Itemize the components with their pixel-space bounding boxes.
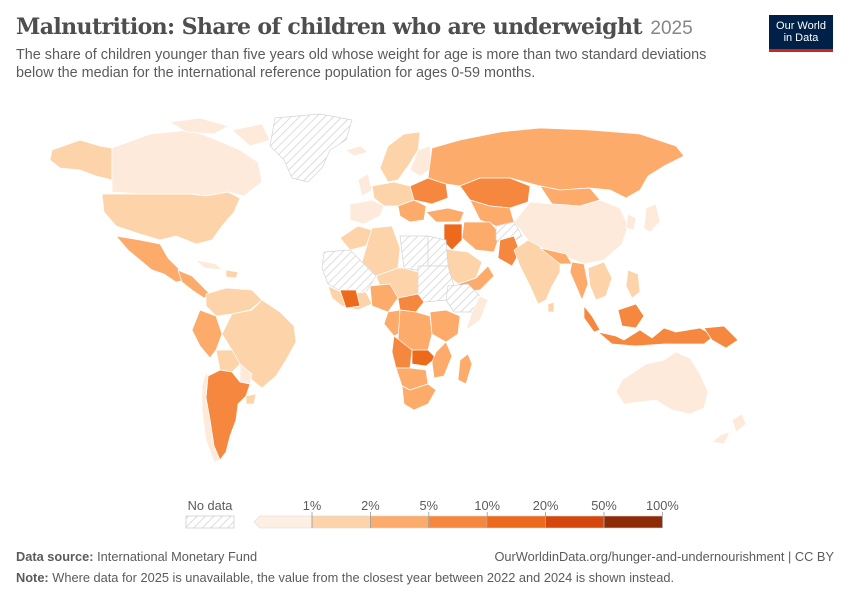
region-ecuador-peru[interactable] bbox=[191, 309, 223, 359]
region-iran[interactable] bbox=[461, 221, 501, 253]
legend-tick-label: 50% bbox=[591, 498, 617, 513]
legend-bin-4[interactable] bbox=[486, 515, 546, 529]
owid-logo[interactable]: Our World in Data bbox=[769, 15, 833, 52]
legend-tick-label: 20% bbox=[533, 498, 559, 513]
region-canada-islands[interactable] bbox=[169, 117, 271, 147]
legend-tick-label: 2% bbox=[361, 498, 380, 513]
region-somalia[interactable] bbox=[465, 295, 489, 331]
region-colombia-venezuela[interactable] bbox=[205, 287, 263, 317]
legend-bin-5[interactable] bbox=[545, 515, 605, 529]
region-cuba[interactable] bbox=[195, 259, 223, 271]
legend-bin-3[interactable] bbox=[428, 515, 488, 529]
legend-bin-0[interactable] bbox=[253, 515, 313, 529]
legend-no-data-swatch bbox=[185, 515, 235, 529]
region-scandinavia[interactable] bbox=[379, 131, 421, 183]
region-bolivia[interactable] bbox=[215, 349, 241, 373]
note-label: Note: bbox=[16, 570, 49, 585]
region-korea-japan[interactable] bbox=[625, 203, 661, 233]
legend-tick-label: 100% bbox=[646, 498, 679, 513]
legend-tick-label: 1% bbox=[303, 498, 322, 513]
region-mozambique[interactable] bbox=[431, 341, 453, 379]
region-mexico[interactable] bbox=[115, 235, 187, 283]
note-value: Where data for 2025 is unavailable, the … bbox=[52, 570, 675, 585]
legend-tick-label: 10% bbox=[474, 498, 500, 513]
region-philippines[interactable] bbox=[625, 269, 641, 299]
region-nigeria[interactable] bbox=[369, 283, 399, 313]
footer-source: Data source: International Monetary Fund bbox=[16, 548, 257, 566]
legend-bin-2[interactable] bbox=[370, 515, 430, 529]
region-greenland[interactable] bbox=[269, 113, 353, 183]
region-egypt[interactable] bbox=[427, 235, 449, 267]
region-iceland[interactable] bbox=[345, 145, 369, 157]
region-papua[interactable] bbox=[703, 325, 739, 349]
chart-subtitle: The share of children younger than five … bbox=[16, 47, 707, 81]
chart-title: Malnutrition: Share of children who are … bbox=[16, 14, 643, 40]
legend-bin-1[interactable] bbox=[311, 515, 371, 529]
legend-tick-label: 5% bbox=[420, 498, 439, 513]
source-label: Data source: bbox=[16, 549, 94, 564]
region-alaska[interactable] bbox=[49, 139, 113, 181]
source-value[interactable]: International Monetary Fund bbox=[97, 549, 258, 564]
map-legend: No data 1% 2% 5% 10% 20% 50% 100% bbox=[0, 492, 850, 536]
region-myanmar[interactable] bbox=[569, 261, 589, 301]
region-iraq-syria[interactable] bbox=[443, 223, 463, 251]
region-uk[interactable] bbox=[357, 173, 373, 197]
region-chile[interactable] bbox=[201, 371, 221, 463]
legend-svg: No data 1% 2% 5% 10% 20% 50% 100% bbox=[185, 498, 679, 529]
region-central-africa-rep[interactable] bbox=[397, 293, 425, 313]
chart-year: 2025 bbox=[650, 18, 693, 39]
region-turkey[interactable] bbox=[425, 207, 465, 223]
region-uruguay[interactable] bbox=[245, 393, 257, 405]
region-south-africa[interactable] bbox=[401, 383, 437, 411]
legend-scale: 1% 2% 5% 10% 20% 50% 100% bbox=[253, 498, 679, 529]
region-borneo[interactable] bbox=[617, 303, 645, 329]
chart-footer: Data source: International Monetary Fund… bbox=[16, 548, 834, 587]
footer-source-row: Data source: International Monetary Fund… bbox=[16, 548, 834, 566]
region-australia[interactable] bbox=[615, 351, 709, 415]
region-kazakhstan[interactable] bbox=[459, 177, 531, 209]
logo-line-1: Our World bbox=[776, 20, 826, 32]
region-indonesia[interactable] bbox=[597, 327, 715, 347]
legend-no-data-label: No data bbox=[188, 498, 234, 513]
region-zambia[interactable] bbox=[411, 349, 437, 367]
region-hispaniola[interactable] bbox=[225, 269, 239, 279]
world-map bbox=[0, 104, 850, 480]
region-indochina[interactable] bbox=[587, 261, 613, 301]
region-ghana-ivory[interactable] bbox=[339, 289, 361, 309]
footer-note: Note: Where data for 2025 is unavailable… bbox=[16, 569, 834, 587]
title-row: Malnutrition: Share of children who are … bbox=[16, 14, 756, 40]
region-france-iberia[interactable] bbox=[349, 199, 385, 225]
world-map-svg bbox=[49, 113, 747, 463]
footer-url[interactable]: OurWorldinData.org/hunger-and-undernouri… bbox=[494, 549, 834, 564]
region-new-zealand[interactable] bbox=[711, 413, 747, 445]
region-pakistan[interactable] bbox=[497, 235, 521, 267]
region-india[interactable] bbox=[513, 239, 561, 305]
region-madagascar[interactable] bbox=[457, 353, 473, 385]
legend-bin-6[interactable] bbox=[603, 515, 663, 529]
region-usa[interactable] bbox=[101, 191, 241, 245]
region-finland[interactable] bbox=[409, 145, 433, 177]
logo-line-2: in Data bbox=[783, 32, 819, 44]
chart-header: Malnutrition: Share of children who are … bbox=[16, 14, 756, 82]
region-central-america[interactable] bbox=[177, 269, 211, 299]
region-canada[interactable] bbox=[111, 129, 263, 197]
region-malaysia[interactable] bbox=[583, 305, 601, 333]
region-sri-lanka[interactable] bbox=[547, 301, 555, 313]
region-east-africa[interactable] bbox=[429, 309, 461, 343]
